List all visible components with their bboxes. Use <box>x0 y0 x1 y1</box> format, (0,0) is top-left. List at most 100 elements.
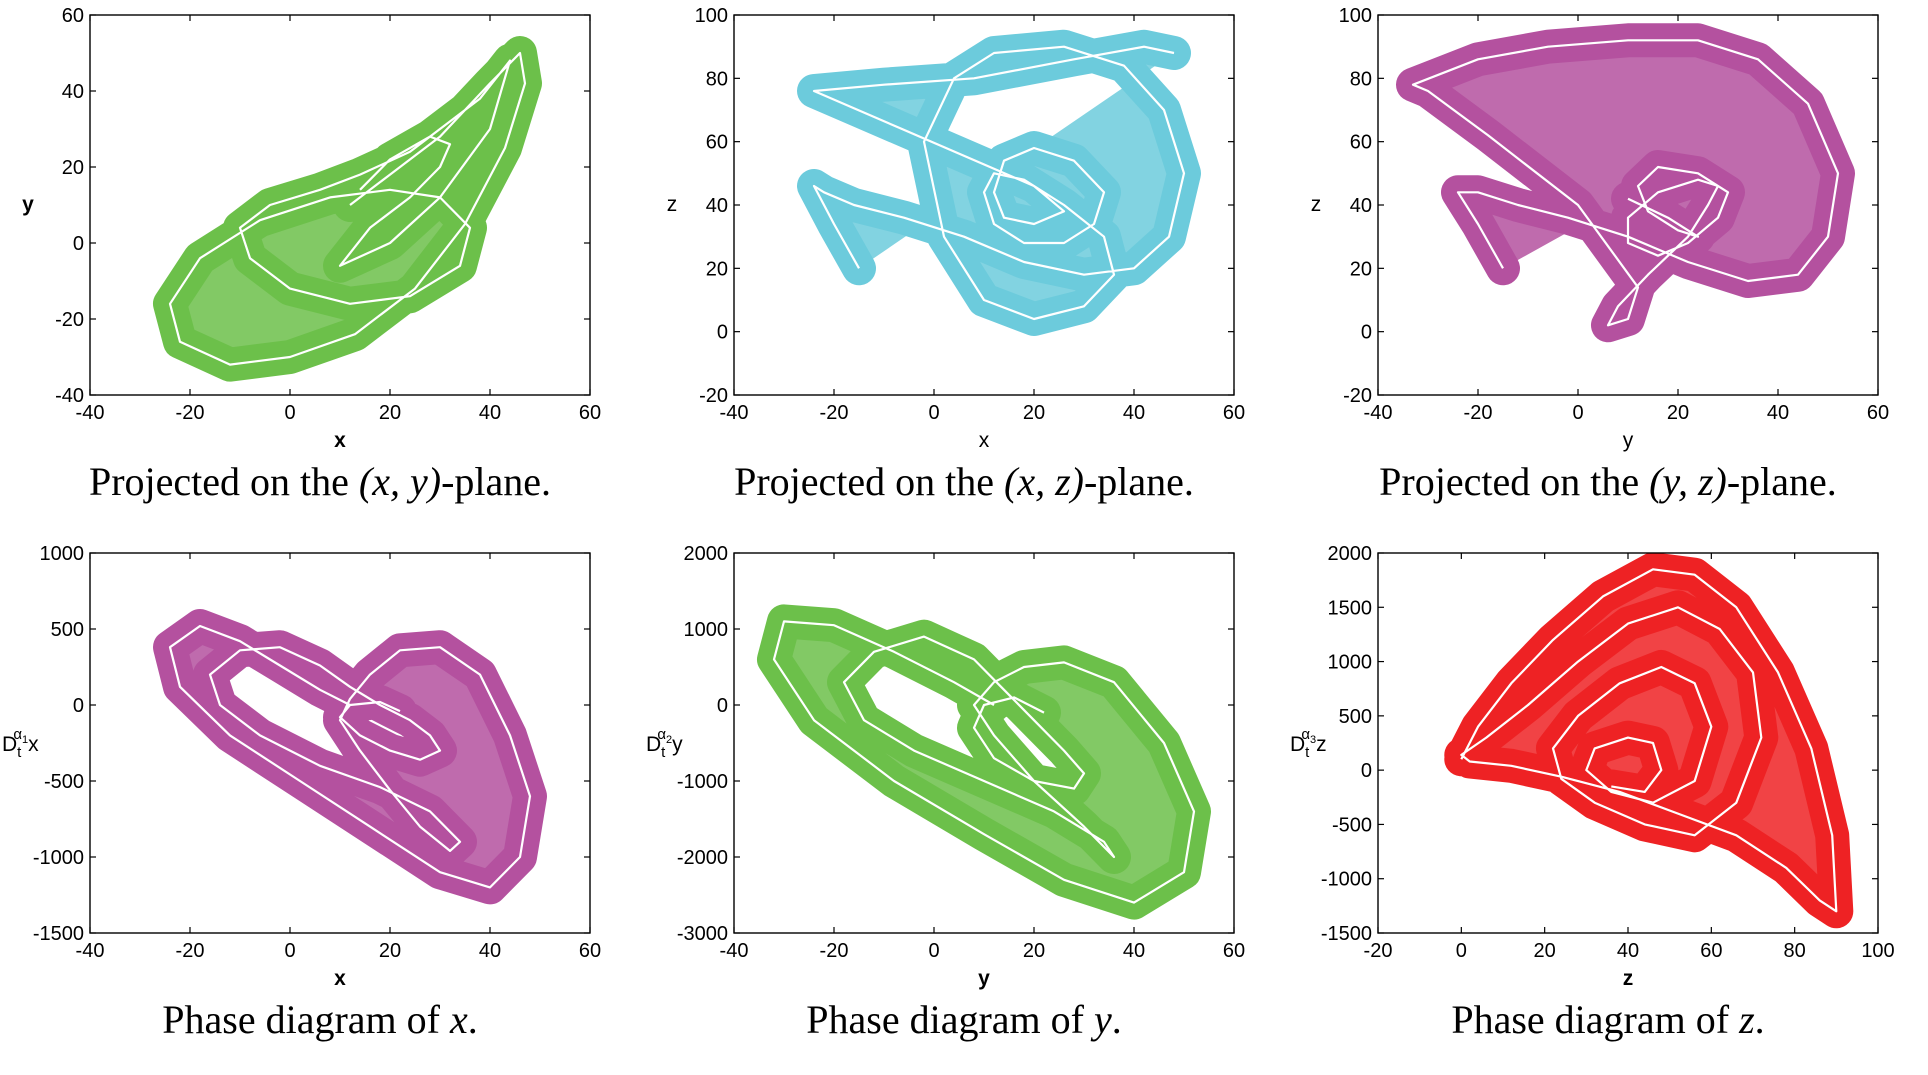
chart-caption: Phase diagram of x. <box>0 996 640 1043</box>
x-tick-label: -40 <box>76 940 105 962</box>
axes-box <box>733 552 1235 934</box>
chart-panel-1: -40 -20 0 20 40 60 -40 -20 0 20 40 60 x y Projected on… <box>0 0 640 537</box>
chart-caption: Projected on the (y, z)-plane. <box>1288 458 1928 505</box>
chart-caption: Projected on the (x, z)-plane. <box>644 458 1284 505</box>
x-tick-label: 0 <box>928 940 939 962</box>
y-axis-label-part: x <box>28 733 39 756</box>
y-tick-label: 0 <box>717 322 728 344</box>
x-tick-label: 20 <box>1023 940 1045 962</box>
x-tick-label: -20 <box>176 940 205 962</box>
y-tick-label: 500 <box>51 619 84 641</box>
x-tick-label: 20 <box>1667 402 1689 424</box>
caption-suffix: . <box>467 997 478 1042</box>
x-tick-label: -40 <box>1364 402 1393 424</box>
x-tick-label: -40 <box>720 402 749 424</box>
y-tick-label: 500 <box>1339 706 1372 728</box>
caption-math: x <box>449 997 468 1042</box>
y-tick-label: 0 <box>717 695 728 717</box>
y-tick-label: 80 <box>706 68 728 90</box>
chart-caption: Phase diagram of y. <box>644 996 1284 1043</box>
y-axis-label-part: 2 <box>666 734 672 746</box>
x-tick-label: 60 <box>1223 402 1245 424</box>
y-tick-label: -1500 <box>33 923 84 945</box>
x-tick-label: 60 <box>579 940 601 962</box>
x-axis-label: z <box>1623 967 1634 990</box>
x-tick-label: 40 <box>1617 940 1639 962</box>
caption-prefix: Projected on the <box>734 459 1004 504</box>
caption-math: (y, z) <box>1649 459 1727 504</box>
x-tick-label: 40 <box>1123 402 1145 424</box>
y-tick-label: -3000 <box>677 923 728 945</box>
y-tick-label: -500 <box>44 771 84 793</box>
trajectory-line <box>168 51 527 366</box>
axes-box <box>89 14 591 396</box>
y-tick-label: 20 <box>706 258 728 280</box>
y-tick-label: 1000 <box>40 543 85 565</box>
chart-panel-6: -20 0 20 40 60 80 100 -1500 -1000 -500 0 500 1000 150… <box>1288 538 1928 1075</box>
y-axis-label: z <box>667 193 678 216</box>
y-tick-label: 20 <box>1350 258 1372 280</box>
chart-svg: -40 -20 0 20 40 60-1500-1000-50005001000xDtα1… <box>2 543 601 990</box>
chart-svg: -40 -20 0 20 40 60 -40 -20 0 20 40 60 x y <box>22 5 601 452</box>
x-tick-label: -40 <box>720 940 749 962</box>
x-axis-label: y <box>1623 429 1634 452</box>
y-axis-label-part: t <box>661 744 666 761</box>
x-tick-label: 20 <box>1534 940 1556 962</box>
chart-panel-2: -40 -20 0 20 40 60 -20 0 20 40 60 80 100 x z Projected … <box>644 0 1284 537</box>
y-tick-label: -1000 <box>1321 869 1372 891</box>
chart-panel-3: -40 -20 0 20 40 60 -20 0 20 40 60 80 100 y z Projected … <box>1288 0 1928 537</box>
chart-caption: Projected on the (x, y)-plane. <box>0 458 640 505</box>
y-tick-label: 20 <box>62 157 84 179</box>
x-axis-label: x <box>334 429 346 452</box>
caption-suffix: . <box>1754 997 1765 1042</box>
y-tick-label: -20 <box>1343 385 1372 407</box>
x-tick-label: -20 <box>820 940 849 962</box>
y-tick-label: -2000 <box>677 847 728 869</box>
data-trajectory <box>1444 553 1854 929</box>
caption-prefix: Phase diagram of <box>162 997 450 1042</box>
y-axis-label-part: 1 <box>22 734 28 746</box>
y-tick-label: -1000 <box>677 771 728 793</box>
y-axis-label-part: t <box>1305 744 1310 761</box>
y-axis-label-part: z <box>1316 733 1327 756</box>
chart-svg: -40 -20 0 20 40 60-3000-2000-1000010002000yDt… <box>646 543 1245 990</box>
y-axis-label-part: α <box>657 726 666 743</box>
chart-panel-5: -40 -20 0 20 40 60 -3000 -2000 -1000 0 1000 2000 y Dt… <box>644 538 1284 1075</box>
x-tick-label: 0 <box>1572 402 1583 424</box>
caption-prefix: Phase diagram of <box>806 997 1094 1042</box>
x-tick-label: 40 <box>479 402 501 424</box>
y-tick-label: 2000 <box>684 543 729 565</box>
trajectory-line <box>1411 39 1840 327</box>
trajectory-line <box>812 45 1186 321</box>
x-axis-label: x <box>334 967 346 990</box>
y-axis-label-part: y <box>672 733 683 756</box>
y-axis-label-part: α <box>13 726 22 743</box>
trajectory-band <box>1396 23 1855 343</box>
x-tick-label: 60 <box>1700 940 1722 962</box>
x-tick-label: 40 <box>479 940 501 962</box>
caption-suffix: -plane. <box>1083 459 1194 504</box>
caption-suffix: . <box>1111 997 1122 1042</box>
y-tick-label: -500 <box>1332 814 1372 836</box>
x-tick-label: 80 <box>1784 940 1806 962</box>
y-tick-label: 100 <box>695 5 728 27</box>
y-tick-label: 2000 <box>1328 543 1373 565</box>
y-tick-label: 0 <box>1361 760 1372 782</box>
trajectory-band <box>1444 553 1854 929</box>
trajectory-line <box>772 620 1196 904</box>
x-tick-label: 60 <box>579 402 601 424</box>
x-tick-label: 0 <box>284 940 295 962</box>
x-tick-label: 0 <box>928 402 939 424</box>
caption-prefix: Projected on the <box>88 459 359 504</box>
x-tick-label: -20 <box>1464 402 1493 424</box>
y-tick-label: -1500 <box>1321 923 1372 945</box>
x-tick-label: 40 <box>1123 940 1145 962</box>
y-tick-label: 0 <box>73 233 84 255</box>
y-axis-label: Dtα3z <box>1290 726 1327 761</box>
chart-svg: -20 0 20 40 60 80 100 -1500 -1000 -500 0 500 1000 150… <box>1290 543 1895 990</box>
y-tick-label: 100 <box>1339 5 1372 27</box>
y-tick-label: 1000 <box>684 619 729 641</box>
y-tick-label: -1000 <box>33 847 84 869</box>
x-tick-label: 40 <box>1767 402 1789 424</box>
